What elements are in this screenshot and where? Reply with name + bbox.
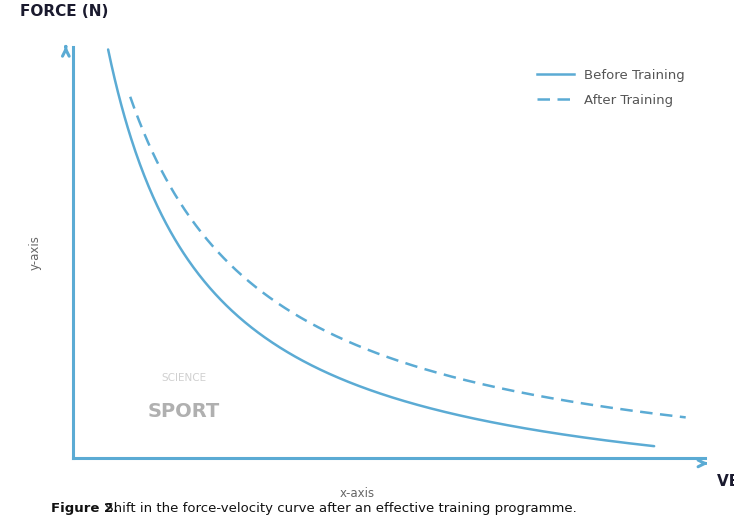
Text: Figure 2.: Figure 2. (51, 502, 119, 515)
Text: y-axis: y-axis (29, 236, 42, 270)
Text: Shift in the force-velocity curve after an effective training programme.: Shift in the force-velocity curve after … (101, 502, 577, 515)
Legend: Before Training, After Training: Before Training, After Training (530, 62, 691, 113)
Text: x-axis: x-axis (340, 487, 375, 500)
Text: SCIENCE: SCIENCE (161, 373, 206, 383)
Text: SPORT: SPORT (148, 402, 220, 421)
Text: VELOCITY (M/S): VELOCITY (M/S) (717, 474, 734, 489)
Text: FORCE (N): FORCE (N) (20, 4, 108, 18)
